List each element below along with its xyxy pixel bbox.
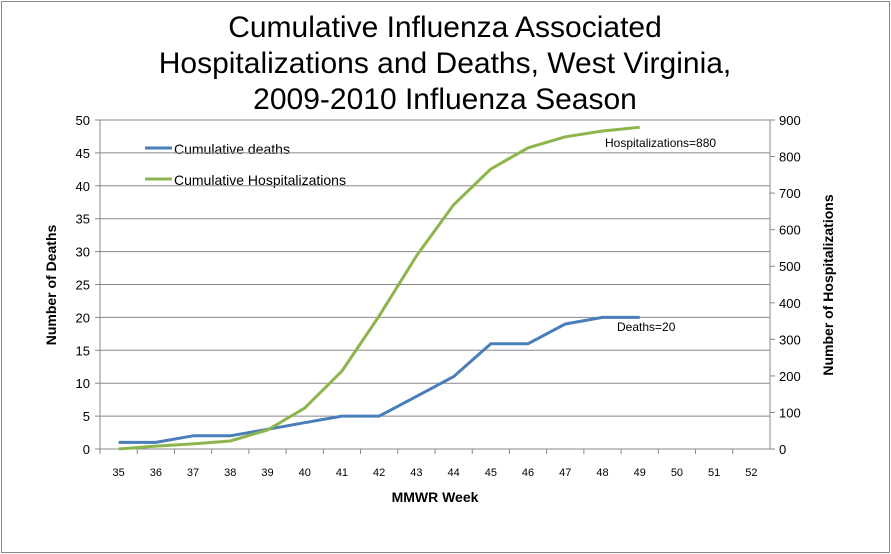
y2-tick-label: 300 — [779, 332, 801, 347]
legend-deaths-label: Cumulative deaths — [174, 141, 290, 157]
y-tick-label: 45 — [76, 146, 90, 161]
y2-tick-label: 600 — [779, 223, 801, 238]
x-tick-label: 42 — [373, 467, 385, 479]
x-tick-label: 38 — [224, 467, 236, 479]
deaths-line — [118, 315, 640, 444]
y-tick-label: 25 — [76, 278, 90, 293]
legend-hosp-label: Cumulative Hospitalizations — [174, 172, 346, 188]
y-tick-label: 30 — [76, 245, 90, 260]
x-tick-label: 49 — [634, 467, 646, 479]
x-tick-label: 35 — [112, 467, 124, 479]
annotation-deaths: Deaths=20 — [617, 320, 676, 334]
y-tick-label: 5 — [83, 409, 90, 424]
y2-axis-label: Number of Hospitalizations — [820, 194, 836, 375]
y2-tick-label: 500 — [779, 259, 801, 274]
y2-tick-label: 200 — [779, 369, 801, 384]
y2-tick-label: 700 — [779, 186, 801, 201]
annotation-hospitalizations: Hospitalizations=880 — [605, 136, 716, 150]
y-tick-label: 20 — [76, 310, 90, 325]
y2-tick-label: 400 — [779, 296, 801, 311]
x-tick-label: 46 — [522, 467, 534, 479]
y2-tick-label: 0 — [779, 442, 786, 457]
x-tick-label: 37 — [187, 467, 199, 479]
x-tick-label: 45 — [485, 467, 497, 479]
x-tick-label: 36 — [150, 467, 162, 479]
y2-tick-label: 900 — [779, 113, 801, 128]
x-tick-label: 41 — [336, 467, 348, 479]
y-tick-label: 0 — [83, 442, 90, 457]
y-tick-label: 15 — [76, 343, 90, 358]
x-axis-label: MMWR Week — [392, 489, 479, 505]
y-tick-label: 50 — [76, 113, 90, 128]
x-tick-label: 52 — [745, 467, 757, 479]
chart-title-line1: Cumulative Influenza Associated — [228, 11, 662, 44]
y-tick-label: 40 — [76, 179, 90, 194]
chart-title-line3: 2009-2010 Influenza Season — [253, 83, 637, 116]
x-tick-label: 48 — [596, 467, 608, 479]
hospitalizations-line — [118, 125, 640, 451]
chart-title-line2: Hospitalizations and Deaths, West Virgin… — [159, 47, 732, 80]
y-tick-label: 10 — [76, 376, 90, 391]
x-tick-label: 47 — [559, 467, 571, 479]
y-axis-label: Number of Deaths — [43, 225, 59, 346]
x-tick-label: 39 — [261, 467, 273, 479]
x-tick-label: 43 — [410, 467, 422, 479]
x-tick-label: 40 — [299, 467, 311, 479]
x-tick-label: 50 — [671, 467, 683, 479]
y2-tick-label: 100 — [779, 405, 801, 420]
y2-tick-label: 800 — [779, 150, 801, 165]
x-tick-label: 51 — [708, 467, 720, 479]
y-tick-label: 35 — [76, 212, 90, 227]
x-tick-label: 44 — [447, 467, 459, 479]
